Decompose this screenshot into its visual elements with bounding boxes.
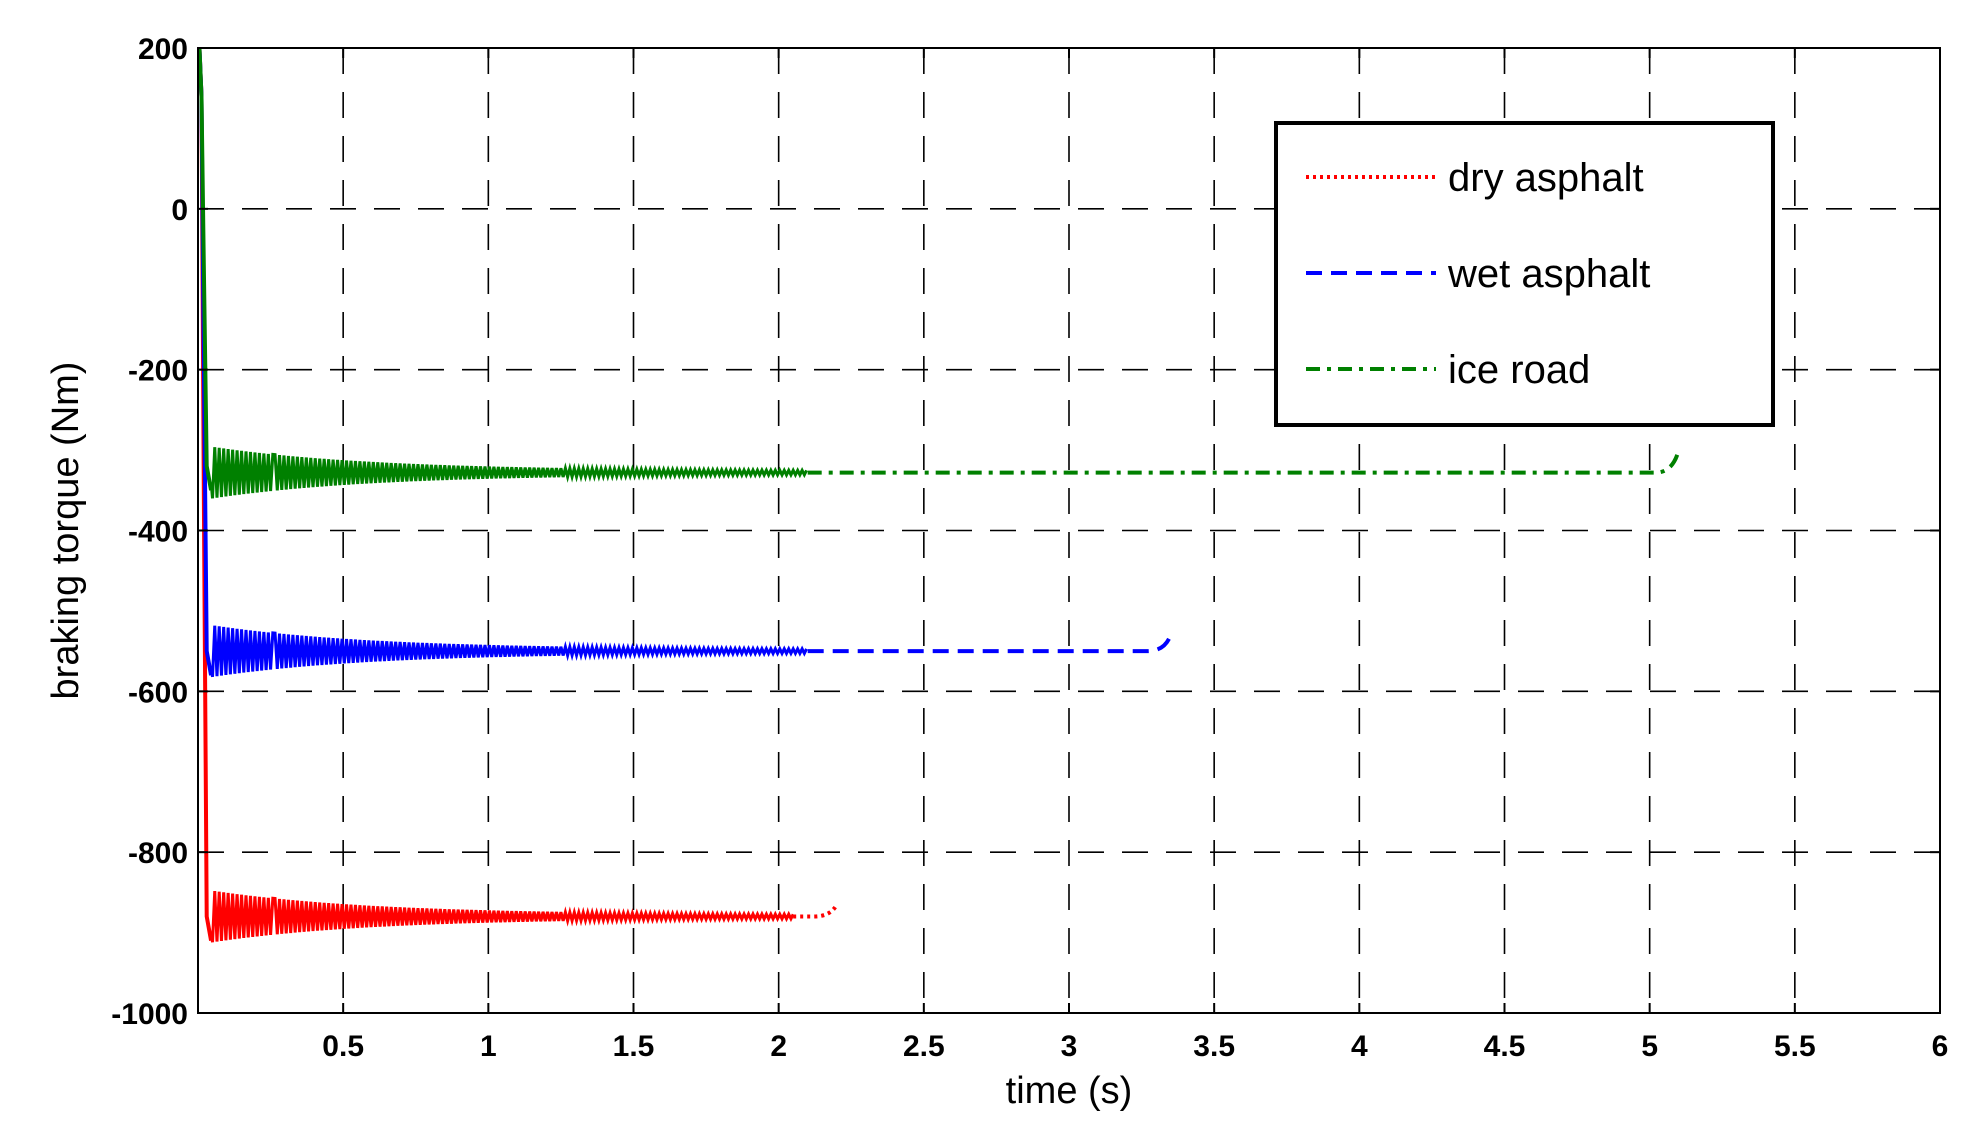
legend: dry asphalt wet asphalt ice road (1274, 121, 1775, 427)
legend-label: ice road (1448, 348, 1590, 392)
x-tick-label: 4 (1351, 1030, 1368, 1063)
x-tick-label: 3 (1061, 1030, 1078, 1063)
y-tick-label: -400 (128, 516, 188, 549)
y-tick-label: -1000 (111, 998, 188, 1031)
series-tail (807, 634, 1173, 654)
y-tick-label: -800 (128, 837, 188, 870)
series-oscillation (209, 625, 808, 678)
y-tick-label: -600 (128, 676, 188, 709)
ticks: 0.5 1 1.5 2 2.5 3 3.5 4 4.5 5 5.5 6 200 0 -200 -400 -600… (111, 33, 1948, 1063)
x-tick-label: 2.5 (903, 1030, 945, 1063)
x-tick-label: 0.5 (322, 1030, 364, 1063)
series-ice-road (197, 47, 1681, 499)
x-tick-label: 5.5 (1774, 1030, 1816, 1063)
legend-label: wet asphalt (1447, 252, 1650, 296)
x-tick-label: 1 (480, 1030, 497, 1063)
grid (198, 48, 1940, 1013)
y-tick-label: 200 (138, 33, 188, 66)
series-layer (197, 47, 1681, 943)
x-tick-label: 6 (1932, 1030, 1949, 1063)
series-oscillation (209, 447, 808, 499)
x-tick-label: 1.5 (613, 1030, 655, 1063)
x-tick-label: 2 (770, 1030, 787, 1063)
series-spike (197, 47, 214, 491)
series-oscillation (209, 891, 795, 943)
y-tick-label: 0 (171, 194, 188, 227)
x-tick-label: 4.5 (1484, 1030, 1526, 1063)
x-tick-label: 5 (1641, 1030, 1658, 1063)
y-axis-label: braking torque (Nm) (45, 362, 87, 700)
y-tick-label: -200 (128, 355, 188, 388)
legend-label: dry asphalt (1448, 156, 1644, 200)
x-tick-label: 3.5 (1193, 1030, 1235, 1063)
x-axis-label: time (s) (1006, 1070, 1133, 1112)
